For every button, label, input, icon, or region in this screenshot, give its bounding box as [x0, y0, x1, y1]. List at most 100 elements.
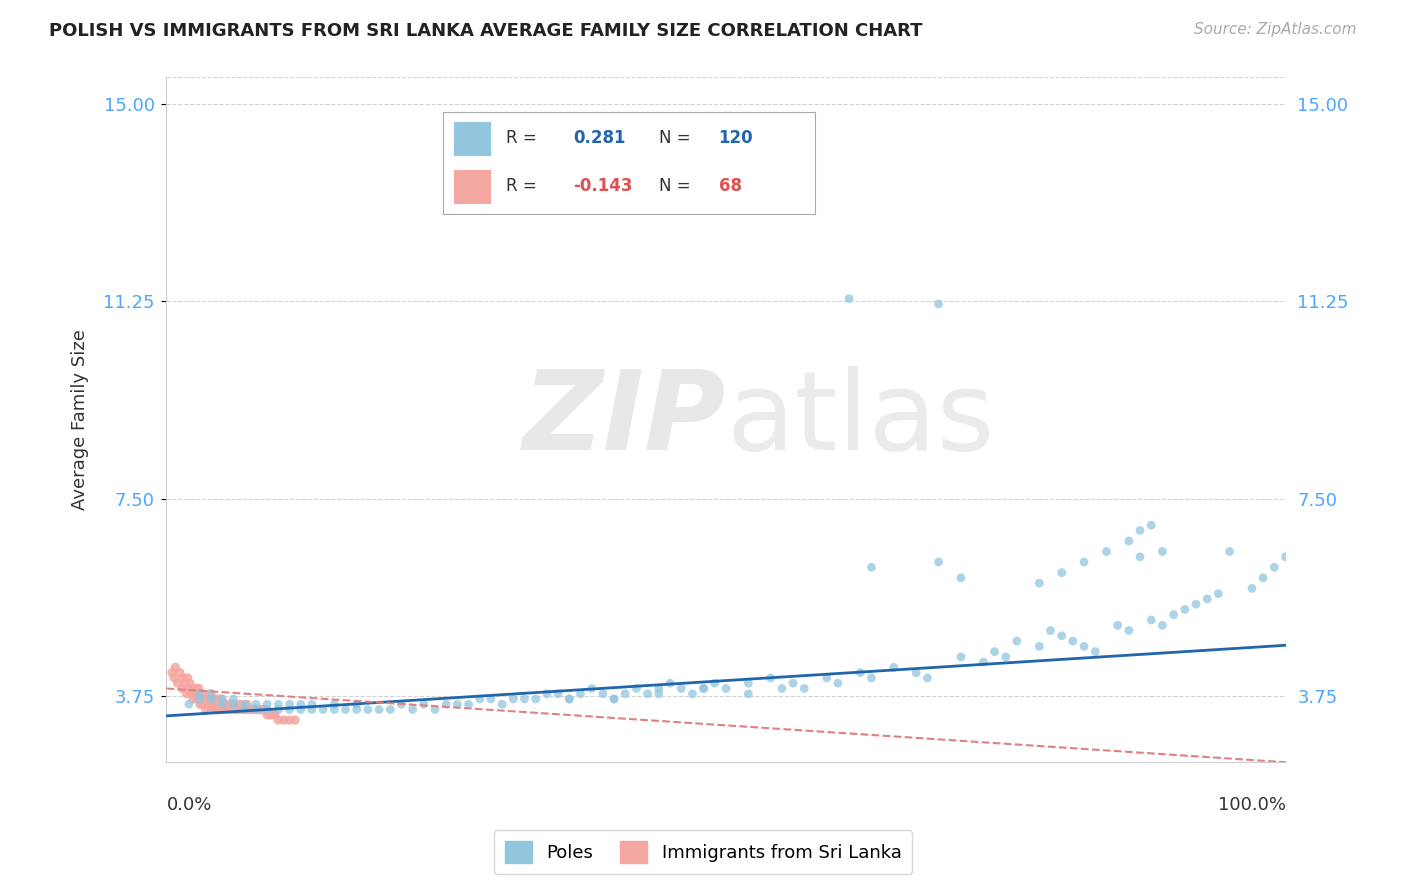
- Point: [1073, 555, 1095, 569]
- Point: [188, 687, 211, 701]
- Point: [163, 671, 186, 685]
- Point: [849, 665, 872, 680]
- Point: [346, 698, 368, 712]
- Text: 100.0%: 100.0%: [1218, 797, 1285, 814]
- Point: [457, 698, 479, 712]
- Point: [423, 702, 446, 716]
- Point: [1062, 634, 1084, 648]
- Point: [233, 702, 256, 716]
- Legend: Poles, Immigrants from Sri Lanka: Poles, Immigrants from Sri Lanka: [494, 830, 912, 874]
- Point: [1274, 549, 1296, 564]
- Point: [225, 702, 247, 716]
- Point: [188, 698, 211, 712]
- Point: [536, 687, 558, 701]
- Point: [1050, 566, 1073, 580]
- Point: [301, 698, 323, 712]
- Point: [357, 702, 380, 716]
- Text: R =: R =: [506, 129, 543, 147]
- Text: -0.143: -0.143: [574, 178, 633, 195]
- Point: [491, 698, 513, 712]
- Point: [218, 698, 240, 712]
- Point: [238, 702, 260, 716]
- Point: [703, 676, 725, 690]
- Text: 68: 68: [718, 178, 741, 195]
- Point: [278, 713, 301, 727]
- Point: [1028, 640, 1050, 654]
- Point: [1129, 549, 1152, 564]
- Point: [233, 702, 256, 716]
- Point: [188, 692, 211, 706]
- Point: [211, 692, 233, 706]
- Point: [169, 665, 191, 680]
- Text: 120: 120: [718, 129, 754, 147]
- Point: [1084, 644, 1107, 658]
- Point: [290, 702, 312, 716]
- Point: [1174, 602, 1197, 616]
- Point: [1039, 624, 1062, 638]
- Point: [759, 671, 782, 685]
- Point: [190, 692, 212, 706]
- Point: [177, 698, 200, 712]
- Point: [187, 681, 209, 696]
- Point: [569, 687, 592, 701]
- Point: [581, 681, 603, 696]
- Point: [193, 692, 215, 706]
- Point: [1095, 544, 1118, 558]
- Point: [222, 698, 245, 712]
- Point: [256, 702, 278, 716]
- Point: [401, 702, 423, 716]
- Point: [323, 698, 346, 712]
- Text: N =: N =: [659, 178, 696, 195]
- Point: [782, 676, 804, 690]
- Point: [184, 681, 207, 696]
- Point: [187, 687, 209, 701]
- Point: [1118, 533, 1140, 548]
- Point: [681, 687, 703, 701]
- Point: [221, 702, 243, 716]
- Text: Source: ZipAtlas.com: Source: ZipAtlas.com: [1194, 22, 1357, 37]
- Point: [737, 676, 759, 690]
- Point: [547, 687, 569, 701]
- Point: [278, 702, 301, 716]
- Point: [208, 702, 231, 716]
- Point: [1140, 613, 1163, 627]
- Point: [994, 649, 1017, 664]
- Point: [176, 687, 198, 701]
- Point: [204, 698, 226, 712]
- Point: [267, 698, 290, 712]
- Point: [200, 687, 222, 701]
- Point: [335, 702, 357, 716]
- Point: [267, 713, 290, 727]
- Point: [737, 687, 759, 701]
- Point: [659, 676, 682, 690]
- Point: [692, 681, 714, 696]
- Point: [1197, 591, 1219, 606]
- Point: [181, 692, 204, 706]
- Point: [368, 702, 391, 716]
- Point: [245, 702, 267, 716]
- Point: [1263, 560, 1285, 574]
- Y-axis label: Average Family Size: Average Family Size: [72, 329, 89, 510]
- Point: [173, 676, 195, 690]
- Point: [165, 660, 187, 674]
- Point: [592, 687, 614, 701]
- Point: [1050, 629, 1073, 643]
- Point: [1208, 587, 1230, 601]
- Point: [273, 713, 295, 727]
- Point: [412, 698, 434, 712]
- Point: [827, 676, 849, 690]
- Point: [200, 702, 222, 716]
- Point: [860, 671, 883, 685]
- Point: [1152, 618, 1174, 632]
- Point: [200, 692, 222, 706]
- Point: [231, 702, 253, 716]
- Point: [242, 702, 264, 716]
- Point: [214, 698, 236, 712]
- Point: [928, 555, 950, 569]
- Point: [692, 681, 714, 696]
- Point: [211, 702, 233, 716]
- Point: [176, 671, 198, 685]
- Point: [301, 702, 323, 716]
- Point: [186, 692, 208, 706]
- Point: [262, 707, 284, 722]
